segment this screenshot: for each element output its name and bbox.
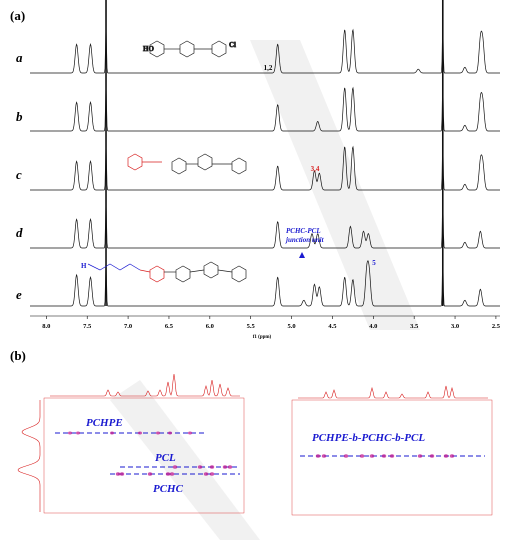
watermark	[110, 40, 420, 540]
label-pchc: PCHC	[153, 483, 184, 495]
panel-b-label: (b)	[10, 348, 26, 363]
cross-peak	[343, 454, 349, 458]
label-pcl: PCL	[155, 452, 176, 464]
cross-peak	[209, 465, 215, 469]
cross-peak	[417, 454, 423, 458]
label-triblock: PCHPE-b-PCHC-b-PCL	[312, 432, 425, 444]
x-tick-label: 7.0	[124, 323, 132, 330]
x-axis-title: f1 (ppm)	[253, 335, 272, 340]
trace-label-b: b	[16, 109, 23, 124]
nmr-spectra	[30, 0, 500, 307]
cross-peak	[110, 431, 114, 435]
cross-peak	[315, 454, 321, 458]
spectrum-trace-b	[30, 82, 500, 132]
top-projection-left	[50, 373, 240, 397]
spectrum-trace-c	[30, 141, 500, 191]
trace-label-d: d	[16, 225, 23, 240]
x-tick-label: 2.5	[492, 323, 501, 330]
x-tick-label: 3.5	[410, 323, 419, 330]
annotation-peak-5: 5	[372, 259, 376, 267]
cross-peak	[359, 454, 365, 458]
cross-peak	[381, 454, 387, 458]
svg-text:HO: HO	[143, 45, 154, 53]
junction-arrow-icon	[299, 252, 305, 258]
cross-peak	[369, 454, 375, 458]
x-tick-label: 4.5	[328, 323, 337, 330]
x-tick-label: 6.0	[206, 323, 214, 330]
cross-peak	[197, 465, 203, 469]
x-tick-label: 5.5	[247, 323, 256, 330]
cross-peak	[165, 472, 171, 476]
spectrum-trace-d	[30, 199, 500, 249]
annotation-junction-2: junction unit	[285, 236, 325, 244]
cross-peak	[156, 431, 160, 435]
x-tick-label: 3.0	[451, 323, 459, 330]
side-projection-left	[17, 400, 41, 512]
dosy-cross-peaks-right	[315, 454, 455, 458]
structure-c	[127, 153, 247, 175]
svg-text:H: H	[81, 262, 87, 270]
x-axis: 8.0 7.5 7.0 6.5 6.0 5.5 5.0 4.5 4.0 3.5 3.0 2.5	[30, 315, 501, 330]
trace-label-e: e	[16, 287, 22, 302]
cross-peak	[68, 431, 72, 435]
cross-peak	[203, 472, 209, 476]
cross-peak	[222, 465, 228, 469]
dosy-left: PCHPE PCL PCHC	[17, 373, 245, 514]
label-pchpe: PCHPE	[86, 417, 123, 429]
dosy-right: PCHPE-b-PCHC-b-PCL	[291, 385, 493, 516]
cross-peak	[147, 472, 153, 476]
x-tick-label: 8.0	[42, 323, 50, 330]
dosy-cross-peaks-left	[68, 431, 233, 476]
structure-a: HO Cl	[143, 40, 236, 58]
cross-peak	[76, 431, 80, 435]
spectrum-trace-a	[30, 24, 500, 74]
svg-text:Cl: Cl	[229, 41, 236, 49]
annotation-junction-1: PCHC-PCL	[286, 227, 321, 235]
annotation-peak-12: 1,2	[264, 64, 273, 72]
cross-peak	[169, 472, 175, 476]
top-projection-right	[298, 385, 488, 399]
cross-peak	[321, 454, 327, 458]
trace-label-c: c	[16, 167, 22, 182]
cross-peak	[138, 431, 142, 435]
cross-peak	[227, 465, 233, 469]
panel-a-label: (a)	[10, 8, 25, 23]
cross-peak	[115, 472, 121, 476]
cross-peak	[168, 431, 172, 435]
x-tick-label: 5.0	[288, 323, 296, 330]
cross-peak	[449, 454, 455, 458]
cross-peak	[389, 454, 395, 458]
cross-peak	[429, 454, 435, 458]
structure-e: H	[81, 261, 247, 283]
cross-peak	[119, 472, 125, 476]
annotation-peak-34: 3,4	[311, 165, 320, 173]
cross-peak	[188, 431, 192, 435]
trace-label-a: a	[16, 50, 23, 65]
cross-peak	[172, 465, 178, 469]
x-tick-label: 6.5	[165, 323, 174, 330]
x-tick-label: 7.5	[83, 323, 92, 330]
x-tick-label: 4.0	[369, 323, 377, 330]
spectrum-trace-e	[30, 257, 500, 307]
cross-peak	[443, 454, 449, 458]
cross-peak	[209, 472, 215, 476]
